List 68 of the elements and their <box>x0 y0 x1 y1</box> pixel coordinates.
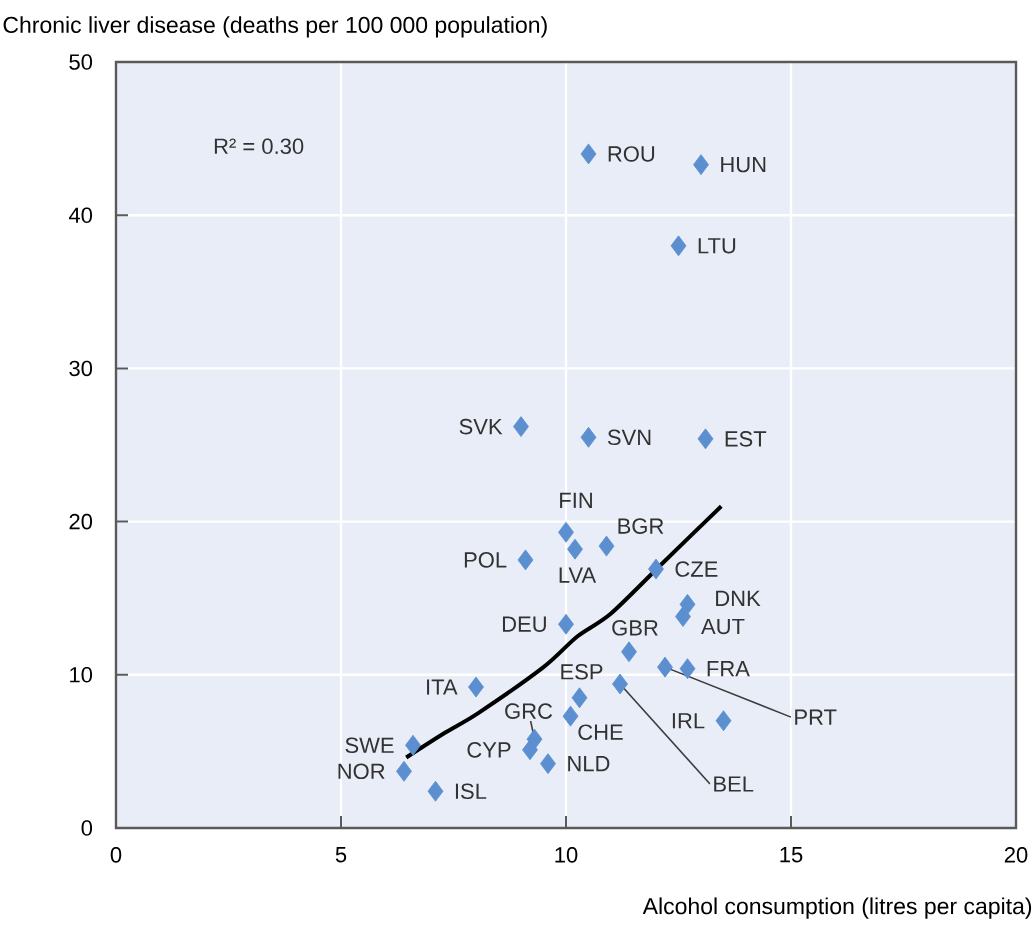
x-tick-label: 5 <box>335 847 347 863</box>
point <box>621 641 637 663</box>
y-tick-label: 20 <box>69 513 93 530</box>
point <box>657 656 673 678</box>
annotation: SVK <box>459 418 503 435</box>
annotation: R² = 0.30 <box>214 138 304 155</box>
annotation: FRA <box>707 661 750 677</box>
point <box>567 538 583 560</box>
point <box>675 606 691 627</box>
annotation: GBR <box>612 620 658 636</box>
x-tick-label: 15 <box>780 847 803 863</box>
annotation: EST <box>725 431 767 447</box>
point <box>580 143 597 165</box>
annotation: NOR <box>338 763 385 780</box>
point <box>571 687 588 709</box>
point <box>562 705 579 727</box>
point <box>693 154 709 176</box>
annotation: LTU <box>698 238 736 254</box>
point <box>468 676 484 698</box>
annotation: GRC <box>505 703 553 719</box>
point <box>405 734 421 756</box>
point <box>715 710 732 732</box>
point <box>517 549 534 571</box>
annotation: BEL <box>714 776 754 792</box>
y-tick-label: 50 <box>69 54 93 70</box>
annotation: ROU <box>608 146 655 162</box>
annotation: CHE <box>578 724 623 740</box>
x-tick-label: 20 <box>1004 847 1028 863</box>
x-tick-label: 10 <box>555 847 578 863</box>
point <box>522 739 538 761</box>
y-tick-label: 0 <box>81 820 93 836</box>
annotation: PRT <box>795 709 837 725</box>
point <box>612 673 628 695</box>
point <box>558 613 574 635</box>
point <box>598 535 615 557</box>
point <box>427 780 444 802</box>
annotation: DEU <box>502 616 546 632</box>
annotation: CZE <box>675 561 718 577</box>
annotation: ITA <box>427 679 458 695</box>
annotation: LVA <box>559 567 597 583</box>
annotation: ESP <box>561 664 603 680</box>
point <box>580 426 597 448</box>
annotation: HUN <box>721 156 766 173</box>
annotation: NLD <box>568 756 610 772</box>
y-tick-label: 10 <box>70 667 93 683</box>
point <box>558 521 574 543</box>
annotation: SVN <box>607 429 651 446</box>
annotation: CYP <box>467 742 511 758</box>
point <box>670 235 687 257</box>
annotation: POL <box>464 552 507 568</box>
annotation: BGR <box>618 518 664 534</box>
point <box>540 753 556 775</box>
point <box>396 760 412 782</box>
annotation: SWE <box>345 737 394 754</box>
point <box>513 416 529 438</box>
y-tick-label: 40 <box>68 207 93 223</box>
y-axis-title: Chronic liver disease (deaths per 100 000 population) <box>3 16 547 38</box>
point <box>679 658 696 680</box>
y-tick-label: 30 <box>69 360 93 377</box>
annotation: FIN <box>560 492 592 508</box>
annotation: ISL <box>455 783 487 800</box>
point <box>697 428 714 450</box>
x-tick-label: 0 <box>110 847 122 863</box>
point <box>648 558 664 580</box>
x-axis-title: Alcohol consumption (litres per capita) <box>642 897 1032 919</box>
annotation: IRL <box>672 713 705 729</box>
annotation: DNK <box>716 590 761 606</box>
annotation: AUT <box>701 618 745 635</box>
